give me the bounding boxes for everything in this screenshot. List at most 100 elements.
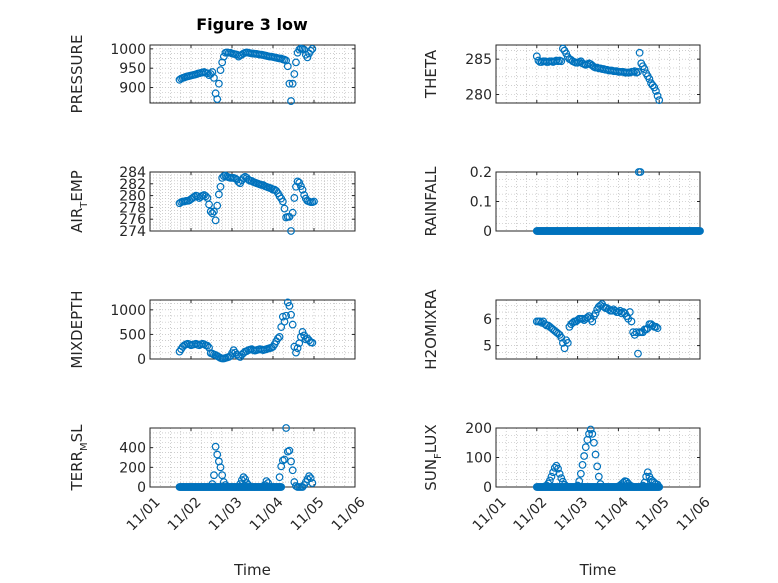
subplot-h2omixra: 5 6 H2OMIXRA <box>422 289 701 370</box>
y-axis-label: MIXDEPTH <box>68 290 86 368</box>
data-point <box>586 425 595 434</box>
axes-box <box>149 299 356 360</box>
data-point <box>287 457 295 466</box>
figure-title: Figure 3 low <box>196 15 308 34</box>
data-point <box>288 466 297 475</box>
y-tick-label: 0 <box>483 480 492 496</box>
data-point <box>306 46 315 55</box>
data-point <box>216 66 225 75</box>
data-point <box>210 73 218 82</box>
data-point <box>214 79 223 88</box>
data-point <box>282 424 291 432</box>
data-point <box>288 320 297 329</box>
y-tick-label: 6 <box>483 312 492 328</box>
y-tick-label: 274 <box>119 224 146 240</box>
data-point <box>218 471 227 480</box>
data-point <box>262 477 271 486</box>
data-point <box>283 447 292 456</box>
data-point <box>214 190 223 199</box>
data-point <box>308 44 317 53</box>
subplot-rainfall: 0 0.1 0.2 RAINFALL <box>422 165 704 240</box>
data-point <box>590 438 598 447</box>
data-point <box>290 70 299 78</box>
y-tick-label: 278 <box>119 200 146 216</box>
y-tick-label: 285 <box>465 52 492 68</box>
y-tick-label: 900 <box>119 81 146 97</box>
data-point <box>206 207 215 216</box>
data-point <box>274 334 282 343</box>
data-point <box>298 185 307 194</box>
data-point <box>562 482 571 491</box>
data-point <box>308 479 317 487</box>
data-point <box>221 481 230 489</box>
data-point <box>596 480 605 488</box>
data-point <box>555 469 564 478</box>
y-tick-label: 100 <box>465 451 492 467</box>
data-point <box>547 472 556 481</box>
data-point <box>277 483 286 491</box>
data-point <box>242 479 251 487</box>
data-point <box>300 191 309 199</box>
data-point <box>578 460 587 469</box>
data-point <box>634 67 642 76</box>
data-point <box>305 472 313 481</box>
data-point <box>278 456 287 465</box>
data-point <box>557 57 566 66</box>
data-point <box>619 478 628 487</box>
data-point <box>278 312 287 321</box>
data-point <box>239 173 248 182</box>
data-point <box>264 479 272 487</box>
data-point <box>557 474 566 483</box>
y-tick-label: 280 <box>465 88 492 104</box>
data-point <box>645 75 654 83</box>
grid-lines <box>495 300 701 360</box>
data-point <box>563 339 572 347</box>
y-tick-label: 1000 <box>110 303 146 319</box>
data-point <box>275 332 284 341</box>
data-point <box>554 464 562 473</box>
data-point <box>591 450 600 459</box>
y-tick-label: 0 <box>483 224 492 240</box>
data-point <box>576 469 585 478</box>
data-point <box>653 480 662 489</box>
data-point <box>635 48 644 57</box>
data-point <box>573 481 582 490</box>
y-tick-label: 0 <box>137 352 146 368</box>
data-point <box>588 430 597 438</box>
data-point <box>308 338 317 347</box>
data-point <box>213 201 222 210</box>
data-point <box>205 343 213 352</box>
data-point <box>288 79 297 88</box>
data-point <box>287 310 295 319</box>
y-tick-label: 500 <box>119 327 146 343</box>
y-axis-label: AIRTEMP <box>68 170 90 233</box>
data-point <box>648 81 657 90</box>
data-point <box>290 194 299 202</box>
data-point <box>213 450 222 459</box>
axes-box <box>149 44 356 104</box>
axes-box <box>149 171 356 232</box>
y-tick-label: 282 <box>119 177 146 193</box>
data-point <box>287 97 295 105</box>
x-axis-label: Time <box>579 561 617 579</box>
data-point <box>640 65 649 73</box>
series-markers <box>175 298 317 363</box>
data-point <box>205 200 213 209</box>
series-markers <box>175 424 317 491</box>
data-point <box>310 197 318 206</box>
data-point <box>201 192 210 201</box>
x-axis-label: Time <box>233 561 271 579</box>
data-point <box>593 462 602 471</box>
axes-box <box>495 299 701 360</box>
y-tick-label: 284 <box>119 165 146 181</box>
data-point <box>203 69 212 78</box>
y-tick-label: 280 <box>119 189 146 205</box>
y-tick-label: 0.2 <box>470 165 492 181</box>
data-point <box>303 53 312 62</box>
y-axis-label: THETA <box>422 49 440 99</box>
y-axis-label: PRESSURE <box>68 35 86 114</box>
axes-box <box>495 44 701 104</box>
grid-lines <box>495 427 701 488</box>
data-point <box>295 178 304 187</box>
